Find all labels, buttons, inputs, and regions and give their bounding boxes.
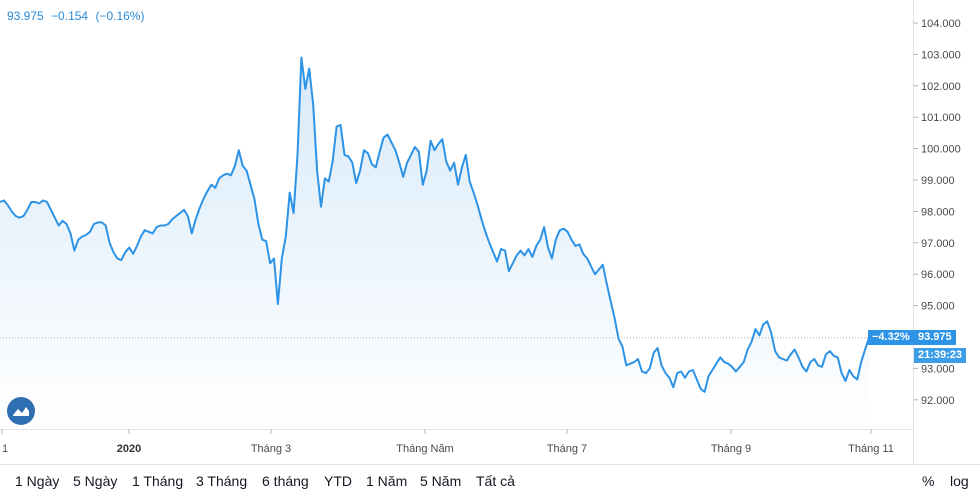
y-tick-label: 96.000 [921, 269, 955, 281]
range-all-button[interactable]: Tất cả [476, 473, 515, 489]
last-price-label: 93.975 [914, 329, 956, 345]
series-line [0, 56, 870, 393]
legend-change: −0.154 [51, 9, 89, 23]
range-ytd-button[interactable]: YTD [324, 473, 352, 489]
legend-price: 93.975 [7, 9, 44, 23]
y-tick-label: 104.000 [921, 18, 961, 30]
countdown-label: 21:39:23 [914, 347, 967, 363]
range-1-year-button[interactable]: 1 Năm [366, 473, 408, 489]
y-tick-label: 101.000 [921, 112, 961, 124]
x-tick-label: Tháng 9 [711, 443, 751, 455]
y-tick-label: 97.000 [921, 238, 955, 250]
x-tick-label: 1 [2, 443, 8, 455]
range-1-month-button[interactable]: 1 Tháng [132, 473, 184, 489]
y-tick-label: 95.000 [921, 301, 955, 313]
range-5-years-button[interactable]: 5 Năm [420, 473, 462, 489]
x-tick-label: Tháng 7 [547, 443, 587, 455]
x-tick-label: Tháng 11 [848, 443, 894, 455]
time-axis[interactable]: 1 2020 Tháng 3 Tháng Năm Tháng 7 Tháng 9 Tháng… [1, 429, 894, 455]
range-6-months-button[interactable]: 6 tháng [262, 473, 309, 489]
y-tick-label: 92.000 [921, 395, 955, 407]
price-legend: 93.975 −0.154 (−0.16%) [7, 9, 148, 23]
y-tick-label: 103.000 [921, 49, 961, 61]
percent-scale-toggle[interactable]: % [922, 473, 935, 489]
series-area-fill [0, 57, 869, 429]
legend-change-pct: (−0.16%) [95, 9, 145, 23]
range-3-months-button[interactable]: 3 Tháng [196, 473, 248, 489]
x-tick-label: Tháng 3 [251, 443, 291, 455]
y-tick-label: 99.000 [921, 175, 955, 187]
x-tick-label: 2020 [117, 443, 141, 455]
price-axis[interactable]: 104.000 103.000 102.000 101.000 100.000 99.00… [913, 18, 961, 407]
tradingview-logo-icon[interactable] [7, 397, 35, 425]
y-tick-label: 102.000 [921, 81, 961, 93]
x-tick-label: Tháng Năm [396, 443, 453, 455]
range-1-day-button[interactable]: 1 Ngày [15, 473, 60, 489]
percent-change-label: −4.32% [868, 329, 914, 345]
range-toolbar: 1 Ngày 5 Ngày 1 Tháng 3 Tháng 6 tháng YT… [0, 464, 980, 500]
y-tick-label: 98.000 [921, 206, 955, 218]
y-tick-label: 93.000 [921, 363, 955, 375]
log-scale-toggle[interactable]: log [950, 473, 969, 489]
range-5-days-button[interactable]: 5 Ngày [73, 473, 118, 489]
y-tick-label: 100.000 [921, 144, 961, 156]
